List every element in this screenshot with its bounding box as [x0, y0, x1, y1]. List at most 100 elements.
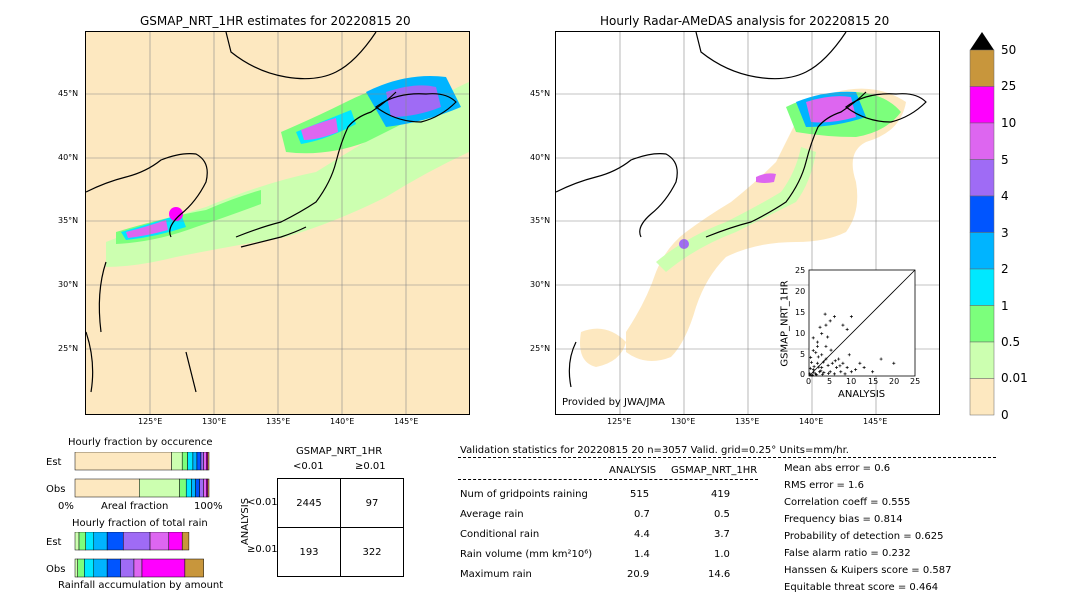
validation-row-label: Num of gridpoints raining [460, 489, 588, 500]
scatter-point [839, 370, 843, 374]
scatter-point [823, 312, 827, 316]
occurrence-title: Hourly fraction by occurence [68, 437, 213, 448]
left-map-title: GSMAP_NRT_1HR estimates for 20220815 20 [140, 14, 411, 28]
scatter-point [828, 319, 832, 323]
colorbar-arrow [970, 32, 994, 50]
stacked-bar-segment [106, 558, 121, 578]
scatter-point [843, 372, 847, 376]
occurrence-cat-est: Est [46, 457, 62, 468]
colorbar-label: 0 [1001, 408, 1009, 422]
colorbar-label: 2 [1001, 262, 1009, 276]
colorbar-label: 1 [1001, 299, 1009, 313]
stacked-bar-segment [203, 478, 207, 498]
validation-row-analysis: 20.9 [627, 569, 650, 580]
stacked-bar-segment [171, 452, 183, 471]
score-line: Correlation coeff = 0.555 [784, 497, 911, 508]
stacked-bar-segment [203, 452, 207, 471]
scatter-point [810, 360, 814, 364]
validation-row-analysis: 4.4 [634, 529, 650, 540]
scatter-point [821, 372, 825, 376]
colorbar-block [969, 122, 995, 160]
stacked-bar-segment [93, 558, 108, 578]
scatter-tick-y: 10 [795, 329, 806, 338]
validation-row-label: Conditional rain [460, 529, 540, 540]
occurrence-cat-obs: Obs [46, 484, 66, 495]
scatter-xlabel: ANALYSIS [838, 389, 886, 400]
stacked-bar-segment [196, 452, 202, 471]
right-lon-label: 125°E [607, 417, 632, 426]
scatter-point [826, 335, 830, 339]
scatter-point [833, 359, 837, 363]
scatter-point [827, 371, 831, 375]
stacked-bar-segment [141, 558, 186, 578]
scatter-tick-x: 25 [910, 377, 921, 386]
score-line: False alarm ratio = 0.232 [784, 548, 911, 559]
stacked-bar-segment [149, 532, 170, 551]
scatter-point [841, 323, 845, 327]
score-line: Mean abs error = 0.6 [784, 463, 891, 474]
stacked-bar-segment [120, 558, 135, 578]
colorbar-block [969, 378, 995, 416]
contingency-cell: 2445 [277, 478, 341, 528]
colorbar-block [969, 195, 995, 233]
contingency-row-label: <0.01 [247, 497, 278, 508]
occurrence-xlabel: Areal fraction [101, 501, 169, 512]
right-lon-label: 135°E [735, 417, 760, 426]
colorbar-label: 10 [1001, 116, 1017, 130]
scatter-point [808, 366, 812, 370]
colorbar-label: 4 [1001, 189, 1009, 203]
scatter-tick-x: 10 [846, 377, 857, 386]
scatter-point [811, 368, 815, 372]
stacked-bar-segment [93, 532, 108, 551]
scatter-point [821, 360, 825, 364]
score-line: RMS error = 1.6 [784, 480, 864, 491]
score-line: Equitable threat score = 0.464 [784, 582, 939, 593]
stacked-bar-segment [207, 478, 210, 498]
contingency-col-label: <0.01 [293, 461, 324, 472]
validation-col-analysis: ANALYSIS [609, 465, 657, 476]
colorbar-block [969, 341, 995, 379]
scatter-point [838, 364, 842, 368]
colorbar-label: 0.5 [1001, 335, 1021, 349]
scatter-point [854, 368, 858, 372]
stacked-bar-segment [207, 452, 210, 471]
right-lon-label: 145°E [863, 417, 888, 426]
stacked-bar-segment [199, 478, 204, 498]
scatter-point [826, 363, 830, 367]
occurrence-xmin: 0% [58, 501, 74, 512]
left-lat-label: 25°N [58, 344, 79, 353]
scatter-tick-y: 20 [795, 287, 806, 296]
colorbar-block [969, 268, 995, 306]
right-map-title: Hourly Radar-AMeDAS analysis for 2022081… [600, 14, 890, 28]
score-line: Probability of detection = 0.625 [784, 531, 944, 542]
scatter-point [832, 372, 836, 376]
validation-row-analysis: 1.4 [634, 549, 650, 560]
colorbar-label: 50 [1001, 43, 1017, 57]
scatter-point [822, 371, 826, 375]
stacked-bar-segment [74, 532, 80, 551]
scatter-point [824, 344, 828, 348]
left-map-canvas [86, 32, 469, 414]
scatter-point [879, 357, 883, 361]
scatter-point [835, 366, 839, 370]
rainfrac-xlabel: Rainfall accumulation by amount [58, 580, 224, 591]
left-lat-label: 40°N [58, 153, 79, 162]
right-lat-label: 35°N [530, 216, 551, 225]
validation-row-gsmap: 419 [711, 489, 731, 500]
validation-row-label: Maximum rain [460, 569, 532, 580]
stacked-bar-segment [191, 478, 196, 498]
colorbar-block [969, 232, 995, 270]
scatter-point [810, 373, 814, 377]
scatter-point [829, 348, 833, 352]
scatter-point [816, 355, 820, 359]
contingency-header: GSMAP_NRT_1HR [296, 446, 383, 457]
colorbar-label: 3 [1001, 226, 1009, 240]
contingency-cell: 97 [340, 478, 404, 528]
right-lat-label: 40°N [530, 153, 551, 162]
stacked-bar-segment [74, 478, 140, 498]
validation-col-gsmap: GSMAP_NRT_1HR [671, 465, 758, 476]
stacked-bar-segment [179, 478, 187, 498]
right-map [555, 31, 940, 415]
scatter-point [809, 355, 813, 359]
scatter-tick-x: 5 [827, 377, 833, 386]
